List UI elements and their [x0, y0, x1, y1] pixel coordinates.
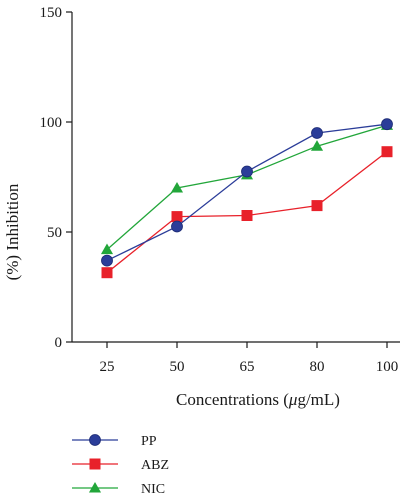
y-tick-label: 0 — [55, 335, 63, 351]
data-point-nic — [310, 140, 324, 151]
y-tick-label: 150 — [40, 5, 63, 21]
legend-item-abz: ABZ — [72, 458, 169, 473]
y-axis-title: (%) Inhibition — [3, 183, 22, 280]
x-axis-title-prefix: Concentrations ( — [176, 390, 289, 409]
legend-marker-square — [89, 458, 101, 470]
y-axis-ticks: 0 50 100 150 — [40, 5, 72, 351]
y-tick-label: 50 — [47, 225, 62, 241]
x-tick-label: 25 — [100, 359, 115, 375]
legend-marker-triangle — [88, 481, 102, 493]
x-axis-title: Concentrations (μg/mL) — [176, 390, 340, 409]
series-abz — [101, 146, 393, 279]
y-tick-label: 100 — [40, 115, 63, 131]
legend-item-pp: PP — [72, 434, 157, 449]
legend: PP ABZ NIC — [72, 434, 169, 497]
x-axis-ticks: 25 50 65 80 100 — [100, 342, 399, 375]
data-point-pp — [101, 254, 113, 267]
series-line-nic — [106, 124, 388, 251]
x-axis-title-mu: μ — [288, 390, 298, 409]
axes — [71, 12, 400, 343]
series-layer — [100, 118, 394, 279]
data-point-pp — [241, 165, 253, 178]
legend-marker-circle — [89, 434, 101, 446]
data-point-pp — [381, 118, 393, 131]
data-point-abz — [101, 267, 113, 279]
data-point-nic — [100, 243, 114, 255]
x-tick-label: 100 — [376, 359, 399, 375]
data-point-abz — [311, 200, 323, 212]
x-tick-label: 80 — [310, 359, 325, 375]
series-line-pp — [106, 123, 388, 262]
series-pp — [101, 118, 393, 267]
data-point-nic — [170, 181, 184, 193]
series-nic — [100, 119, 394, 255]
legend-label: ABZ — [141, 458, 169, 473]
data-point-pp — [171, 220, 183, 233]
legend-label: NIC — [141, 482, 165, 497]
data-point-abz — [381, 146, 393, 158]
x-axis-title-suffix: g/mL) — [297, 390, 340, 409]
legend-label: PP — [141, 434, 157, 449]
data-point-pp — [311, 127, 323, 139]
legend-item-nic: NIC — [72, 481, 165, 497]
x-tick-label: 65 — [240, 359, 255, 375]
x-tick-label: 50 — [170, 359, 185, 375]
data-point-abz — [171, 211, 183, 223]
data-point-abz — [241, 210, 253, 221]
